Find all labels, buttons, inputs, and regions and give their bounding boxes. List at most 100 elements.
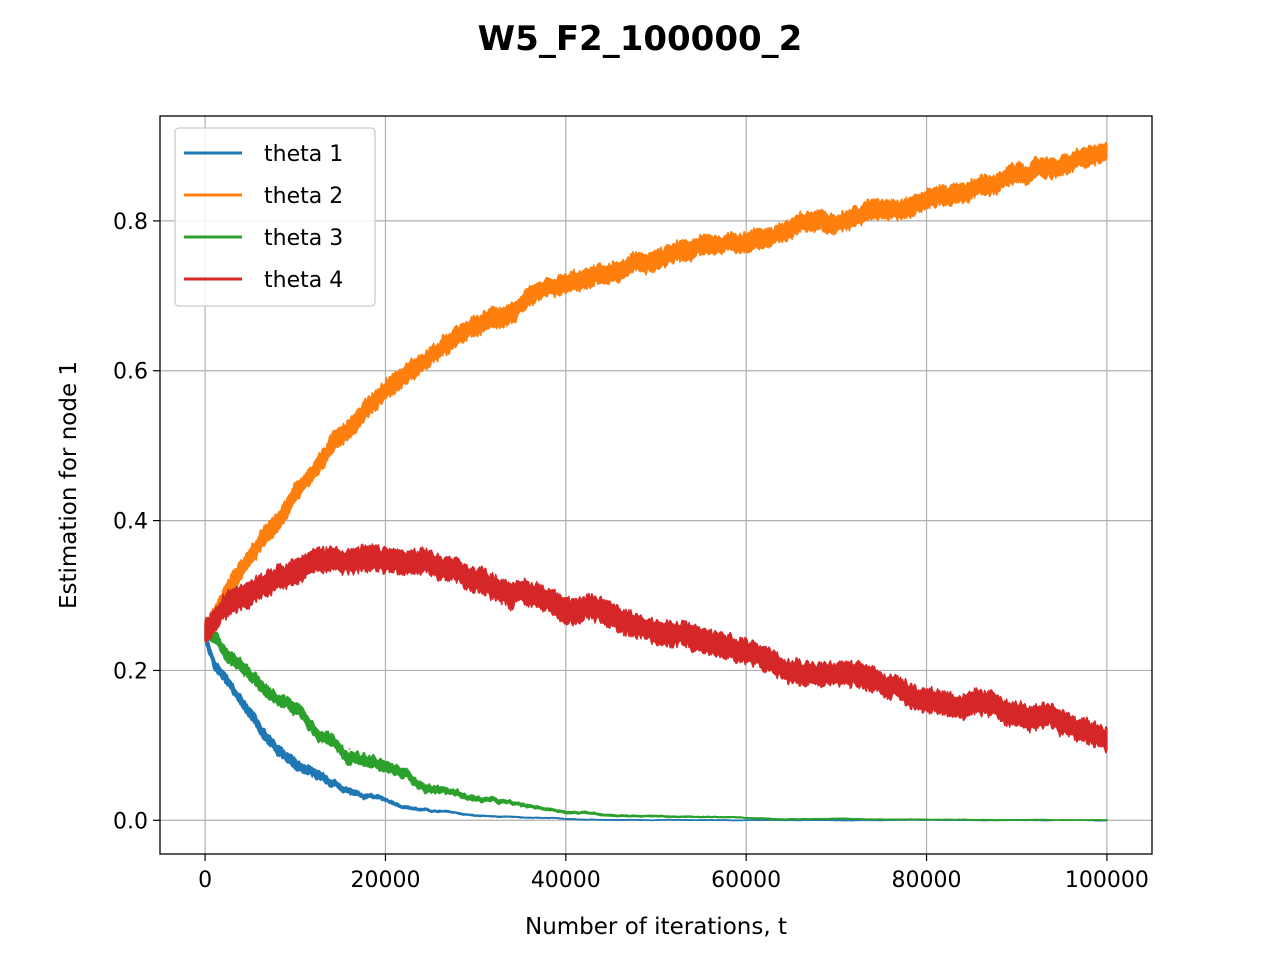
data-point xyxy=(790,817,793,820)
data-point xyxy=(312,770,315,773)
data-point xyxy=(348,555,351,558)
data-point xyxy=(348,422,351,424)
chart-title: W5_F2_100000_2 xyxy=(478,19,803,59)
data-point xyxy=(745,817,747,819)
data-point xyxy=(312,722,315,724)
data-point xyxy=(258,677,261,679)
data-point xyxy=(655,261,657,263)
data-point xyxy=(519,306,522,308)
data-point xyxy=(429,354,432,357)
data-point xyxy=(222,650,224,653)
legend-label: theta 1 xyxy=(264,142,343,167)
data-point xyxy=(231,583,233,586)
data-point xyxy=(925,193,928,196)
data-point xyxy=(565,818,567,820)
y-tick-label: 0.4 xyxy=(113,510,148,535)
data-point xyxy=(835,669,838,672)
x-tick-label: 60000 xyxy=(711,868,781,893)
data-point xyxy=(276,748,279,750)
data-point xyxy=(519,805,522,808)
data-point xyxy=(1015,714,1018,717)
data-point xyxy=(213,620,215,623)
y-axis-label: Estimation for node 1 xyxy=(56,361,82,609)
data-point xyxy=(1106,819,1108,822)
data-point xyxy=(348,748,351,750)
y-tick-label: 0.0 xyxy=(113,809,148,834)
x-tick-label: 0 xyxy=(198,868,212,893)
data-point xyxy=(231,692,233,694)
data-point xyxy=(745,238,747,241)
data-point xyxy=(610,276,612,278)
y-tick-label: 0.6 xyxy=(113,360,148,385)
series-theta-3 xyxy=(204,624,1108,822)
legend-label: theta 4 xyxy=(264,268,343,293)
data-point xyxy=(384,800,387,803)
data-point xyxy=(240,594,242,597)
data-point xyxy=(240,568,242,571)
data-point xyxy=(384,559,387,562)
data-point xyxy=(745,819,747,821)
data-point xyxy=(700,639,702,642)
data-point xyxy=(745,650,747,653)
data-point xyxy=(222,609,224,612)
data-point xyxy=(519,590,522,593)
x-tick-label: 100000 xyxy=(1065,868,1149,893)
legend-label: theta 3 xyxy=(264,226,343,251)
data-point xyxy=(366,557,369,559)
data-point xyxy=(790,227,793,230)
x-tick-label: 20000 xyxy=(350,868,420,893)
data-point xyxy=(474,797,477,799)
data-point xyxy=(294,759,297,762)
data-point xyxy=(925,818,928,821)
data-point xyxy=(204,632,206,634)
axes-frame xyxy=(159,115,1153,855)
data-point xyxy=(835,817,838,820)
legend-label: theta 2 xyxy=(264,184,343,209)
data-point xyxy=(330,555,333,558)
series-theta-2 xyxy=(204,141,1108,643)
data-point xyxy=(366,797,369,799)
legend-item: theta 2 xyxy=(184,184,343,209)
data-point xyxy=(429,568,432,571)
data-point xyxy=(240,665,242,668)
data-point xyxy=(294,489,297,492)
data-point xyxy=(429,785,432,788)
series-theta-4 xyxy=(204,543,1108,754)
series-theta-1 xyxy=(204,631,1108,822)
data-point xyxy=(240,703,242,705)
data-point xyxy=(366,759,369,762)
data-point xyxy=(880,205,883,207)
data-point xyxy=(474,328,477,331)
data-point xyxy=(213,639,215,642)
data-point xyxy=(700,819,702,821)
data-point xyxy=(294,560,297,563)
legend: theta 1 theta 2 theta 3 theta 4 xyxy=(174,127,376,307)
data-point xyxy=(790,662,793,664)
legend-item: theta 3 xyxy=(184,226,343,251)
data-point xyxy=(565,602,567,604)
data-point xyxy=(1061,163,1063,166)
data-point xyxy=(330,733,333,735)
data-point xyxy=(213,665,215,668)
data-point xyxy=(474,579,477,582)
data-point xyxy=(312,467,315,469)
data-point xyxy=(1106,154,1108,156)
data-point xyxy=(610,813,612,816)
legend-item: theta 1 xyxy=(184,142,343,167)
data-point xyxy=(655,814,657,817)
y-tick-label: 0.2 xyxy=(113,659,148,684)
data-point xyxy=(880,680,883,683)
data-point xyxy=(1061,819,1063,821)
data-point xyxy=(384,767,387,769)
data-point xyxy=(610,818,612,821)
data-point xyxy=(258,542,261,544)
data-point xyxy=(565,291,567,293)
data-point xyxy=(565,810,567,813)
data-point xyxy=(1015,175,1018,177)
plot-area xyxy=(204,141,1108,822)
data-point xyxy=(276,568,279,571)
data-point xyxy=(429,809,432,812)
data-point xyxy=(655,628,657,631)
data-point xyxy=(231,602,233,604)
data-point xyxy=(880,818,883,821)
